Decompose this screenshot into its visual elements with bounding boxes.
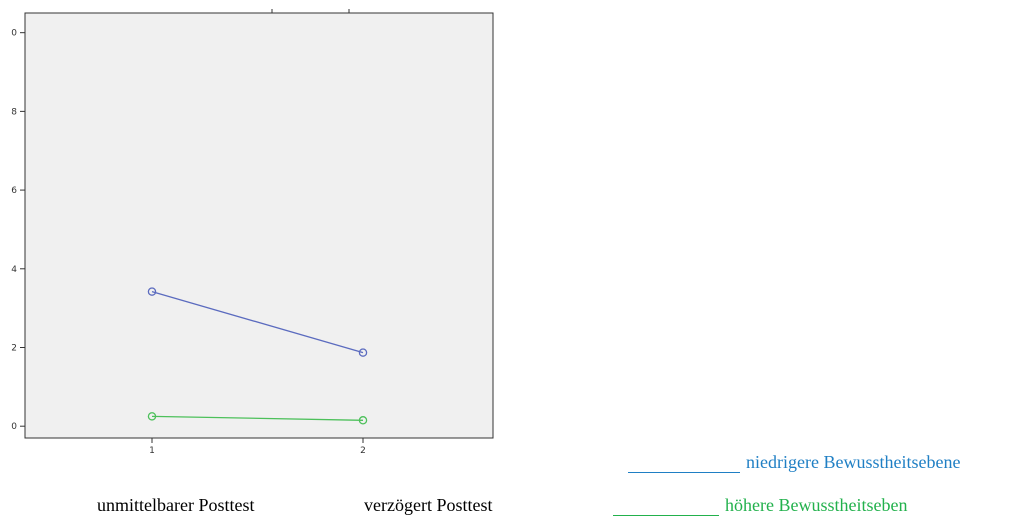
x-tick-label: 2 [360, 446, 366, 456]
series-2-point-2 [358, 416, 368, 425]
series-line-1 [151, 290, 364, 354]
plot-area [24, 12, 494, 439]
x-caption-1: unmittelbarer Posttest [97, 495, 255, 515]
y-tick-label: 6 [11, 186, 17, 196]
y-axis: 0 2 4 6 8 0 [11, 29, 25, 432]
series-1-point-2 [358, 348, 368, 357]
legend-swatch-high [613, 497, 719, 516]
legend-entry-high: höhere Bewusstheitseben [613, 495, 907, 516]
y-tick-label: 0 [11, 29, 17, 39]
legend-entry-low: niedrigere Bewusstheitsebene [628, 452, 960, 473]
legend-swatch-low [628, 454, 740, 473]
y-tick-label: 8 [11, 107, 17, 117]
x-caption-2: verzögert Posttest [364, 495, 493, 515]
legend-label-low: niedrigere Bewusstheitsebene [746, 452, 961, 472]
y-tick-label: 2 [11, 343, 17, 353]
x-tick-label: 1 [149, 446, 155, 456]
series-line-2 [151, 415, 364, 421]
legend-label-high: höhere Bewusstheitseben [725, 495, 908, 515]
series-1-point-1 [147, 287, 157, 296]
y-tick-label: 0 [11, 422, 17, 432]
series-layer [147, 287, 368, 425]
series-2-point-1 [147, 412, 157, 421]
y-tick-label: 4 [11, 265, 17, 275]
